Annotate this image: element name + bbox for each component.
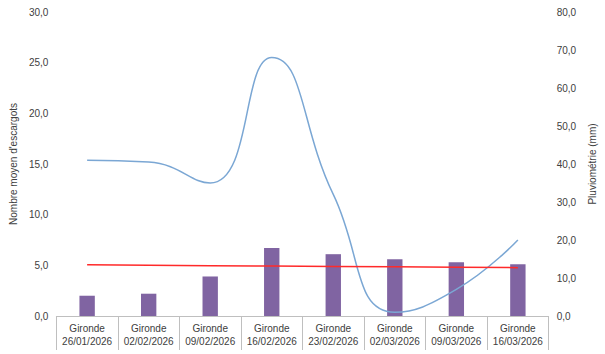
svg-text:10,0: 10,0 bbox=[557, 273, 577, 284]
svg-text:Gironde: Gironde bbox=[500, 323, 536, 334]
svg-text:Gironde: Gironde bbox=[131, 323, 167, 334]
svg-text:20,0: 20,0 bbox=[29, 108, 49, 119]
svg-text:50,0: 50,0 bbox=[557, 121, 577, 132]
svg-text:Pluviométrie (mm): Pluviométrie (mm) bbox=[587, 123, 598, 204]
svg-text:02/03/2026: 02/03/2026 bbox=[370, 336, 420, 347]
svg-text:0,0: 0,0 bbox=[34, 311, 48, 322]
svg-text:70,0: 70,0 bbox=[557, 45, 577, 56]
svg-text:20,0: 20,0 bbox=[557, 235, 577, 246]
svg-text:Nombre moyen d'escargots: Nombre moyen d'escargots bbox=[8, 103, 19, 225]
svg-text:Gironde: Gironde bbox=[69, 323, 105, 334]
svg-text:09/02/2026: 09/02/2026 bbox=[185, 336, 235, 347]
svg-text:0,0: 0,0 bbox=[557, 311, 571, 322]
svg-text:25,0: 25,0 bbox=[29, 57, 49, 68]
svg-text:26/01/2026: 26/01/2026 bbox=[62, 336, 112, 347]
svg-text:30,0: 30,0 bbox=[557, 197, 577, 208]
svg-text:Gironde: Gironde bbox=[439, 323, 475, 334]
svg-text:16/03/2026: 16/03/2026 bbox=[493, 336, 543, 347]
svg-text:40,0: 40,0 bbox=[557, 159, 577, 170]
svg-text:60,0: 60,0 bbox=[557, 83, 577, 94]
svg-text:5,0: 5,0 bbox=[34, 260, 48, 271]
svg-text:80,0: 80,0 bbox=[557, 7, 577, 18]
svg-text:Gironde: Gironde bbox=[315, 323, 351, 334]
svg-text:Gironde: Gironde bbox=[254, 323, 290, 334]
svg-text:02/02/2026: 02/02/2026 bbox=[124, 336, 174, 347]
svg-text:30,0: 30,0 bbox=[29, 7, 49, 18]
svg-text:Gironde: Gironde bbox=[377, 323, 413, 334]
svg-text:Gironde: Gironde bbox=[192, 323, 228, 334]
svg-text:16/02/2026: 16/02/2026 bbox=[247, 336, 297, 347]
svg-text:15,0: 15,0 bbox=[29, 159, 49, 170]
svg-text:09/03/2026: 09/03/2026 bbox=[431, 336, 481, 347]
svg-text:23/02/2026: 23/02/2026 bbox=[308, 336, 358, 347]
svg-text:10,0: 10,0 bbox=[29, 209, 49, 220]
